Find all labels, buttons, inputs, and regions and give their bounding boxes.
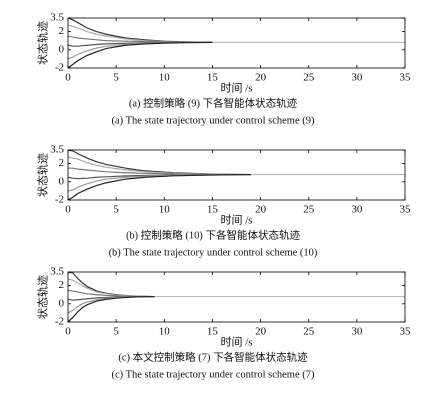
y-tick-label: -2 — [55, 316, 64, 328]
x-axis-label: 时间 /s — [220, 336, 252, 349]
axes-box — [67, 149, 406, 201]
x-tick-label: 5 — [113, 326, 119, 338]
trajectory-line — [67, 295, 155, 323]
y-tick-label: 3.5 — [50, 266, 64, 278]
x-tick-label: 30 — [351, 326, 363, 338]
y-tick-label: 2 — [59, 25, 65, 37]
y-tick-label: 0 — [59, 43, 65, 55]
y-tick-label: 0 — [59, 297, 65, 309]
x-axis-label: 时间 /s — [220, 214, 252, 227]
x-tick-label: 0 — [65, 326, 71, 338]
caption: (a) 控制策略 (9) 下各智能体状态轨迹 — [129, 96, 298, 109]
x-tick-label: 20 — [255, 326, 267, 338]
trajectory-line — [68, 167, 251, 176]
caption: (b) 控制策略 (10) 下各智能体状态轨迹 — [126, 228, 301, 241]
x-tick-label: 20 — [255, 204, 267, 216]
x-tick-label: 15 — [207, 72, 219, 84]
caption-en: (a) The state trajectory under control s… — [111, 115, 315, 126]
axes-box — [67, 17, 406, 69]
x-tick-label: 25 — [303, 72, 315, 84]
y-tick-label: 2 — [59, 279, 65, 291]
caption-en: (c) The state trajectory under control s… — [111, 369, 315, 380]
y-tick-label: -2 — [55, 194, 64, 206]
x-tick-label: 5 — [113, 204, 119, 216]
x-tick-label: 10 — [159, 204, 171, 216]
x-tick-label: 35 — [400, 204, 412, 216]
x-tick-label: 20 — [255, 72, 267, 84]
x-tick-label: 5 — [113, 72, 119, 84]
trajectory-line — [67, 173, 251, 201]
x-tick-label: 25 — [303, 204, 315, 216]
x-tick-label: 35 — [400, 326, 412, 338]
trajectory-line — [67, 24, 213, 43]
x-tick-label: 15 — [207, 204, 219, 216]
x-tick-label: 15 — [207, 326, 219, 338]
y-axis-label: 状态轨迹 — [36, 275, 50, 319]
trajectory-line — [67, 289, 155, 298]
y-tick-label: 3.5 — [50, 144, 64, 156]
y-tick-label: 2 — [59, 157, 65, 169]
caption: (c) 本文控制策略 (7) 下各智能体状态轨迹 — [118, 350, 308, 363]
x-tick-label: 0 — [65, 72, 71, 84]
x-tick-label: 30 — [351, 72, 363, 84]
trajectory-line — [67, 41, 213, 69]
y-tick-label: -2 — [55, 62, 64, 74]
y-axis-label: 状态轨迹 — [36, 21, 50, 65]
x-tick-label: 30 — [351, 204, 363, 216]
trajectory-line — [67, 156, 251, 176]
x-tick-label: 10 — [159, 326, 171, 338]
x-tick-label: 10 — [159, 72, 171, 84]
x-tick-label: 35 — [400, 72, 412, 84]
x-tick-label: 25 — [303, 326, 315, 338]
caption-en: (b) The state trajectory under control s… — [109, 247, 318, 258]
x-axis-label: 时间 /s — [220, 82, 252, 95]
y-tick-label: 0 — [59, 175, 65, 187]
y-axis-label: 状态轨迹 — [36, 153, 50, 197]
y-tick-label: 3.5 — [50, 12, 64, 24]
x-tick-label: 0 — [65, 204, 71, 216]
axes-box — [67, 271, 406, 323]
